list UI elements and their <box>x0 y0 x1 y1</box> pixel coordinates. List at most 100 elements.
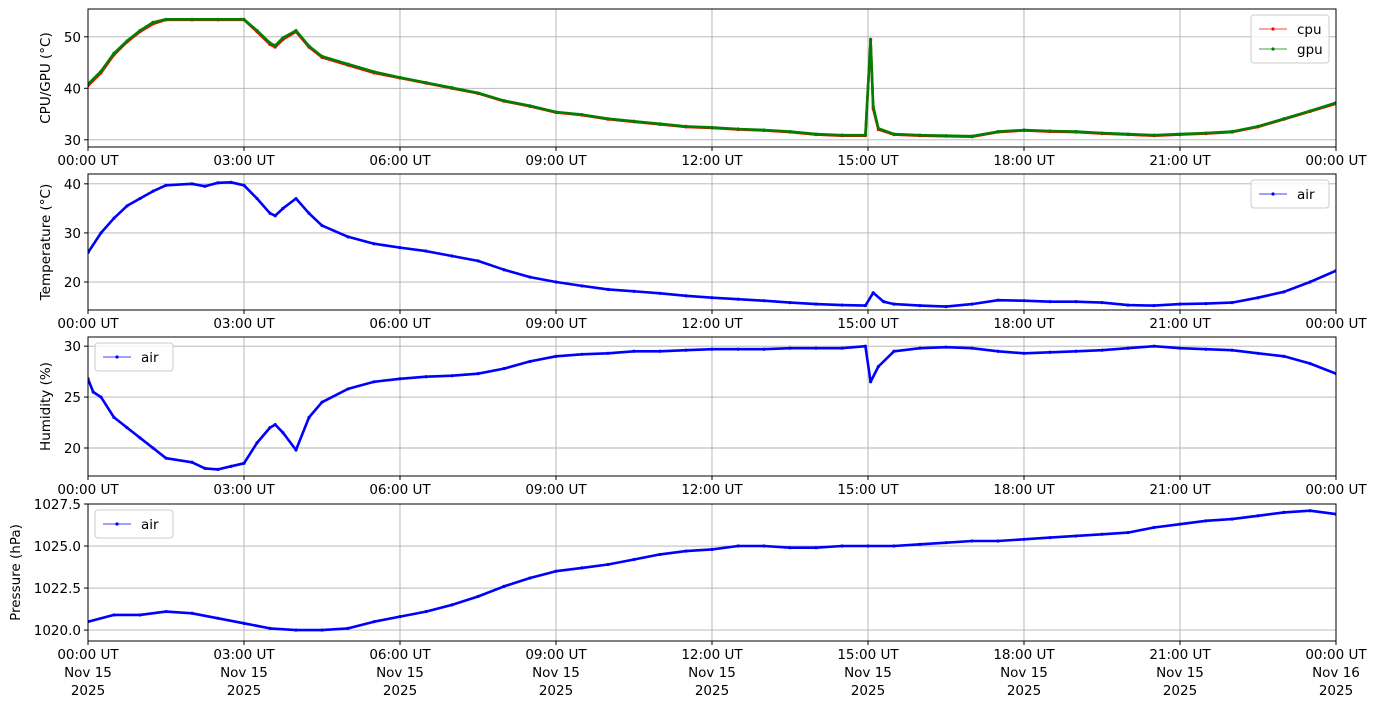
data-point-air <box>710 547 714 551</box>
data-point-air <box>476 594 480 599</box>
x-tick-label: 06:00 UT <box>369 482 431 498</box>
data-point-gpu <box>112 51 116 55</box>
legend-label: cpu <box>1297 22 1322 38</box>
legend-label: air <box>141 350 159 366</box>
data-point-air <box>863 303 868 308</box>
data-point-air <box>151 189 155 193</box>
x-tick-label: 12:00 UT <box>681 482 743 498</box>
data-point-air <box>1204 519 1208 523</box>
y-tick-label: 20 <box>64 441 81 457</box>
data-point-gpu <box>892 132 896 136</box>
data-point-air <box>294 448 298 452</box>
data-point-air <box>164 609 168 614</box>
legend-swatch-marker <box>1271 47 1275 51</box>
data-point-gpu <box>863 133 868 137</box>
x-tick-label: 2025 <box>695 683 729 699</box>
data-point-air <box>632 557 636 562</box>
data-point-air <box>398 615 402 619</box>
data-point-gpu <box>840 133 844 137</box>
x-tick-label: Nov 16 <box>1312 665 1360 681</box>
data-point-air <box>502 584 506 588</box>
data-point-air <box>996 298 1000 302</box>
x-tick-label: 15:00 UT <box>837 153 899 169</box>
x-tick-label: 09:00 UT <box>525 153 587 169</box>
x-tick-label: 18:00 UT <box>993 647 1055 663</box>
data-point-air <box>1282 510 1286 515</box>
x-tick-label: 2025 <box>851 683 885 699</box>
data-point-air <box>1048 350 1052 354</box>
data-point-air <box>1152 344 1156 348</box>
data-point-air <box>1282 290 1286 294</box>
data-point-gpu <box>138 29 142 33</box>
y-tick-label: 1025.0 <box>34 539 81 555</box>
data-point-air <box>1100 532 1104 536</box>
data-point-air <box>840 346 844 350</box>
x-tick-label: 21:00 UT <box>1149 316 1211 332</box>
data-point-air <box>918 542 922 546</box>
data-point-air <box>684 294 688 298</box>
data-point-air <box>814 346 818 350</box>
data-point-air <box>398 246 402 250</box>
data-point-air <box>190 460 194 464</box>
x-tick-label: 03:00 UT <box>213 482 275 498</box>
data-point-air <box>372 380 376 384</box>
data-point-air <box>970 346 974 350</box>
x-tick-label: 2025 <box>227 683 261 699</box>
data-point-gpu <box>125 39 129 43</box>
data-point-air <box>918 303 922 308</box>
x-tick-label: 00:00 UT <box>1305 153 1367 169</box>
data-point-air <box>138 436 142 440</box>
x-tick-label: 03:00 UT <box>213 153 275 169</box>
data-point-air <box>944 345 948 349</box>
data-point-air <box>112 613 116 617</box>
x-tick-label: 2025 <box>1319 683 1353 699</box>
data-point-air <box>996 349 1000 353</box>
data-point-air <box>1152 303 1156 308</box>
data-point-gpu <box>346 62 350 66</box>
data-point-gpu <box>632 119 636 123</box>
data-point-gpu <box>1282 117 1286 121</box>
data-point-air <box>125 426 129 430</box>
x-tick-label: 15:00 UT <box>837 647 899 663</box>
legend-box <box>94 509 174 539</box>
data-point-air <box>554 569 558 573</box>
data-point-gpu <box>1256 124 1260 129</box>
data-point-air <box>1126 530 1130 535</box>
y-axis-label: Humidity (%) <box>38 362 54 451</box>
x-tick-label: 06:00 UT <box>369 316 431 332</box>
data-point-gpu <box>476 91 480 95</box>
data-point-air <box>788 301 792 305</box>
data-point-air <box>190 182 194 186</box>
data-point-air <box>1256 514 1260 518</box>
data-point-gpu <box>151 20 155 24</box>
data-point-gpu <box>1230 129 1234 134</box>
data-point-air <box>112 216 116 220</box>
x-tick-label: 09:00 UT <box>525 482 587 498</box>
data-point-air <box>1126 346 1130 350</box>
legend-swatch-marker <box>115 355 119 359</box>
data-point-air <box>151 446 155 450</box>
data-point-air <box>372 242 376 246</box>
data-point-air <box>1152 525 1156 530</box>
x-tick-label: 21:00 UT <box>1149 482 1211 498</box>
data-point-air <box>658 552 662 557</box>
data-point-air <box>528 359 532 364</box>
data-point-air <box>658 291 662 295</box>
data-point-gpu <box>528 104 532 108</box>
data-point-air <box>996 539 1000 543</box>
data-point-air <box>1022 299 1026 303</box>
data-point-gpu <box>242 17 246 21</box>
data-point-gpu <box>606 117 610 121</box>
legend-swatch-marker <box>1271 192 1275 196</box>
data-point-air <box>892 302 896 306</box>
data-point-air <box>863 344 868 348</box>
data-point-air <box>242 183 246 187</box>
data-point-air <box>1022 351 1026 355</box>
data-point-air <box>736 347 740 351</box>
x-tick-label: 12:00 UT <box>681 316 743 332</box>
data-point-air <box>255 441 259 445</box>
data-point-air <box>307 211 311 215</box>
data-point-air <box>814 546 818 550</box>
data-point-air <box>1022 537 1026 541</box>
data-point-air <box>138 196 142 201</box>
